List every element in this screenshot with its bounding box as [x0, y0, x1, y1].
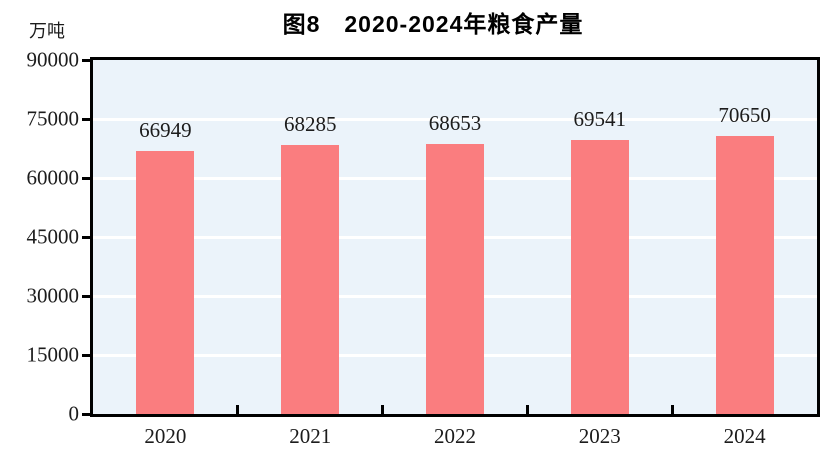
bar-2020: [136, 150, 195, 414]
x-tick-mark: [381, 405, 385, 414]
y-tick-label: 75000: [26, 106, 80, 131]
bar-value-label: 70650: [718, 103, 771, 128]
x-tick-mark: [670, 405, 674, 414]
bar-value-label: 68285: [283, 112, 337, 137]
x-category-label: 2023: [578, 424, 621, 448]
chart-title: 图8 2020-2024年粮食产量: [282, 11, 584, 37]
y-tick-mark: [82, 117, 90, 121]
y-tick-mark: [82, 235, 90, 239]
y-tick-label: 0: [68, 401, 80, 426]
y-tick-mark: [82, 412, 90, 416]
x-category-label: 2022: [433, 424, 476, 448]
plot-area: 66949 68285 68653 69541 70650: [90, 57, 820, 417]
y-axis-tick-labels: 0 15000 30000 45000 60000 75000 90000: [0, 49, 80, 424]
bar-value-label: 66949: [139, 117, 192, 142]
x-category-label: 2021: [289, 424, 332, 448]
y-tick-label: 90000: [26, 47, 80, 72]
bar-value-label: 68653: [428, 110, 482, 135]
y-tick-mark: [82, 353, 90, 357]
y-tick-mark: [82, 294, 90, 298]
gridline: [93, 117, 817, 121]
y-tick-label: 30000: [26, 283, 80, 308]
x-tick-mark: [525, 405, 529, 414]
x-category-label: 2020: [144, 424, 187, 448]
x-axis-category-labels: 2020 2021 2022 2023 2024: [93, 424, 817, 452]
bar-2022: [426, 143, 484, 414]
x-tick-mark: [236, 405, 240, 414]
y-tick-mark: [82, 176, 90, 180]
bar-2023: [570, 140, 629, 414]
x-category-label: 2024: [723, 424, 766, 448]
y-tick-mark: [82, 58, 90, 62]
bar-2024: [715, 136, 774, 414]
y-tick-label: 15000: [26, 342, 80, 367]
y-axis-unit-label: 万吨: [29, 21, 65, 41]
y-tick-label: 60000: [26, 165, 80, 190]
bar-2021: [281, 145, 340, 414]
bar-value-label: 69541: [573, 107, 627, 132]
y-tick-label: 45000: [26, 224, 80, 249]
